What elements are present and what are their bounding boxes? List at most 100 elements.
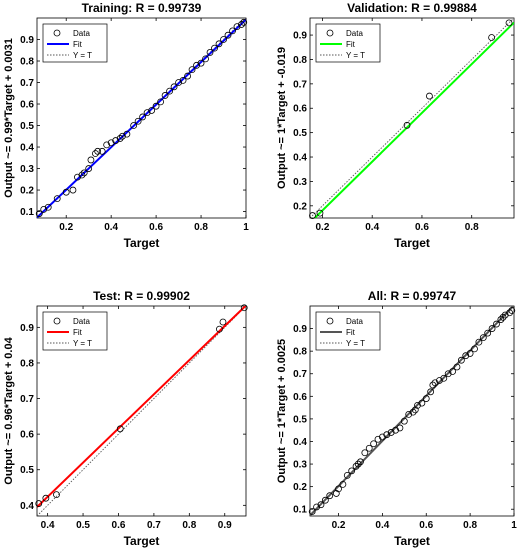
y-tick-label: 0.3 — [20, 164, 34, 175]
x-tick-label: 0.8 — [194, 222, 208, 233]
x-tick-label: 0.8 — [463, 520, 477, 531]
data-point — [92, 150, 99, 157]
x-axis-label: Target — [124, 236, 160, 250]
data-point — [103, 141, 111, 149]
x-tick-label: 0.4 — [104, 222, 118, 233]
data-point — [80, 169, 88, 177]
data-point — [42, 494, 50, 502]
y-tick-label: 0.6 — [293, 392, 307, 403]
x-tick-label: 0.4 — [41, 520, 55, 531]
y-tick-label: 0.9 — [20, 323, 34, 334]
y-tick-label: 0.7 — [293, 369, 307, 380]
data-point — [116, 135, 124, 142]
legend: Data Fit Y = T — [315, 23, 381, 63]
data-point — [409, 408, 417, 416]
data-point — [348, 467, 356, 475]
data-point — [308, 508, 316, 515]
data-point — [130, 122, 138, 129]
chart-title: Test: R = 0.99902 — [93, 289, 190, 303]
data-point — [361, 449, 369, 457]
x-tick-label: 1 — [243, 222, 249, 233]
data-point — [471, 345, 478, 353]
y-tick-label: 0.9 — [293, 31, 307, 42]
y-tick-label: 0.3 — [293, 177, 307, 188]
data-point — [44, 203, 52, 211]
y-tick-label: 0.2 — [20, 186, 34, 197]
y-axis-label: Output ~= 1*Target + -0.019 — [276, 47, 288, 189]
fit-line — [37, 306, 246, 508]
data-point — [317, 501, 325, 509]
data-point — [453, 363, 461, 371]
legend-marker-data — [53, 317, 61, 325]
data-point — [479, 334, 487, 342]
y-tick-label: 0.6 — [293, 104, 307, 115]
data-point — [229, 27, 236, 35]
data-point — [493, 320, 500, 328]
data-point — [139, 113, 147, 121]
y-tick-label: 0.9 — [20, 35, 34, 46]
y-tick-label: 0.6 — [20, 430, 34, 441]
data-point — [418, 399, 426, 407]
data-point — [501, 311, 509, 319]
data-point — [123, 130, 131, 138]
data-point — [449, 368, 456, 375]
data-point — [352, 462, 360, 470]
data-point — [206, 49, 214, 56]
data-point — [224, 31, 232, 39]
data-point — [466, 350, 474, 357]
data-point — [220, 36, 227, 43]
y-tick-label: 0.5 — [293, 414, 307, 425]
data-point — [134, 117, 142, 125]
data-point — [211, 44, 218, 52]
fit-line — [37, 18, 246, 218]
data-point — [161, 92, 169, 99]
chart-title: All: R = 0.99747 — [368, 289, 457, 303]
y-tick-label: 0.7 — [293, 79, 307, 90]
legend-label-identity: Y = T — [73, 51, 92, 60]
data-point — [62, 188, 70, 196]
x-tick-label: 0.6 — [149, 222, 163, 233]
data-point — [396, 424, 404, 432]
data-point — [240, 304, 248, 312]
data-point — [157, 98, 165, 106]
legend-label-identity: Y = T — [346, 51, 365, 60]
data-point — [170, 83, 178, 91]
data-point — [400, 417, 408, 425]
data-point — [219, 318, 227, 326]
data-point — [143, 109, 151, 117]
chart-title: Validation: R = 0.99884 — [347, 1, 477, 15]
data-point — [240, 18, 248, 26]
data-point — [403, 121, 411, 129]
x-tick-label: 0.8 — [465, 222, 479, 233]
data-point — [87, 156, 95, 164]
data-point — [499, 313, 507, 321]
data-point — [197, 59, 205, 67]
legend-label-fit: Fit — [73, 40, 83, 49]
x-tick-label: 0.2 — [332, 520, 346, 531]
data-point — [179, 76, 187, 84]
data-point — [335, 485, 342, 493]
fit-line — [313, 21, 514, 218]
legend: Data Fit Y = T — [42, 311, 108, 351]
y-tick-label: 0.1 — [20, 207, 34, 218]
chart-title: Training: R = 0.99739 — [82, 1, 202, 15]
data-point — [112, 137, 120, 144]
data-point — [85, 165, 93, 172]
y-tick-label: 0.8 — [293, 347, 307, 358]
x-tick-label: 0.7 — [147, 520, 161, 531]
x-tick-label: 0.4 — [365, 222, 379, 233]
y-tick-label: 0.4 — [20, 501, 34, 512]
legend-label-fit: Fit — [346, 40, 356, 49]
chart-panel: 0.2 0.4 0.6 0.8 0.2 0.3 0.4 0.5 0.6 0.7 0.8 0.9 Vali… — [276, 1, 515, 250]
data-point — [193, 61, 200, 69]
data-point — [436, 377, 443, 384]
data-point — [354, 460, 362, 468]
data-point — [378, 433, 386, 441]
data-point — [414, 401, 421, 409]
data-point — [508, 307, 516, 314]
y-tick-label: 0.8 — [20, 57, 34, 68]
data-point — [118, 132, 126, 140]
data-point — [152, 102, 160, 110]
data-point — [233, 23, 241, 31]
x-tick-label: 0.8 — [182, 520, 196, 531]
